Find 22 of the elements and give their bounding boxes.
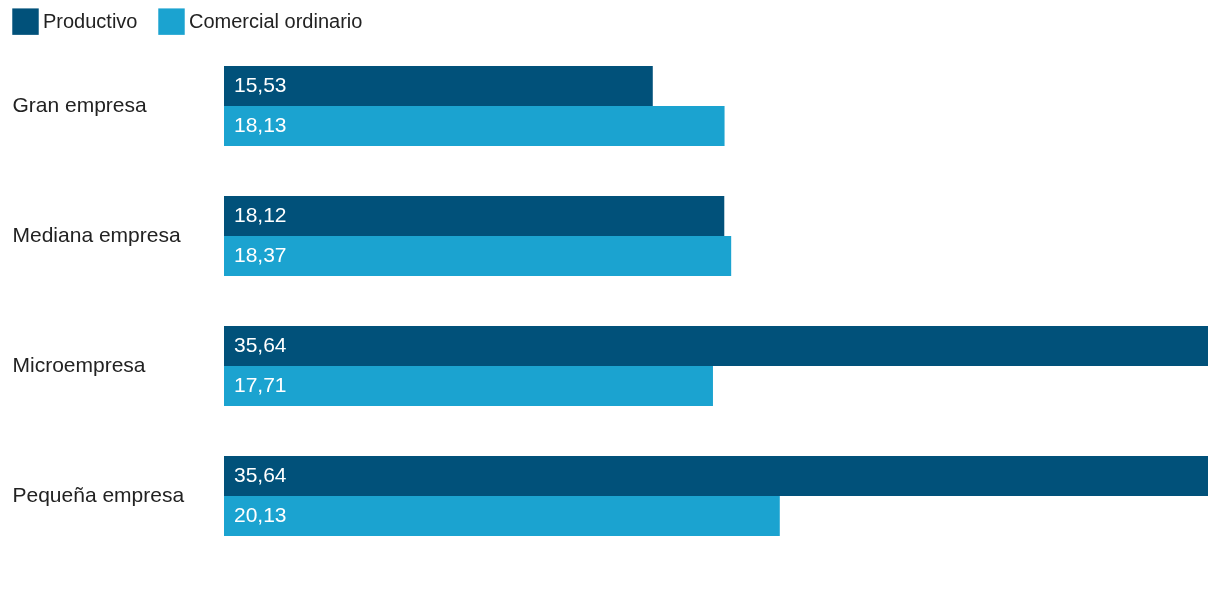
data-label: 15,53: [234, 72, 287, 96]
data-label: 35,64: [234, 333, 287, 357]
bar: [224, 496, 780, 537]
y-tick-label: Mediana empresa: [12, 222, 181, 246]
data-label: 20,13: [234, 503, 287, 527]
y-tick-label: Microempresa: [12, 353, 146, 377]
y-tick-label: Gran empresa: [12, 92, 148, 116]
data-label: 35,64: [234, 463, 287, 487]
bar: [224, 65, 653, 106]
bar: [224, 196, 725, 236]
bar: [224, 456, 1208, 497]
bar: [224, 105, 725, 146]
y-tick-label: Pequeña empresa: [12, 483, 185, 507]
bar: [224, 235, 732, 276]
data-label: 18,12: [234, 203, 287, 226]
data-label: 17,71: [234, 373, 287, 396]
data-label: 18,13: [234, 112, 287, 136]
legend-label: Comercial ordinario: [189, 9, 363, 32]
bar: [224, 366, 713, 406]
legend-label: Productivo: [43, 9, 138, 32]
bar: [224, 326, 1208, 367]
data-label: 18,37: [234, 242, 287, 266]
